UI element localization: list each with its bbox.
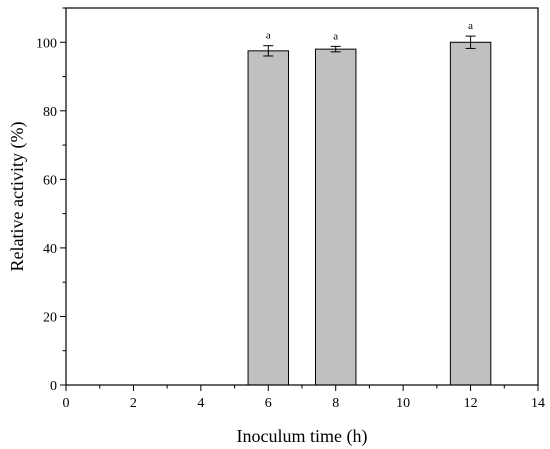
bar-12 (449, 41, 492, 386)
x-tick-label: 6 (265, 396, 272, 411)
bar-label: a (266, 30, 271, 42)
error-bar-8 (330, 45, 341, 53)
x-tick-label: 10 (396, 396, 410, 411)
error-bars-layer (263, 35, 476, 57)
error-bar-12 (465, 35, 476, 49)
x-axis-label: Inoculum time (h) (237, 426, 368, 447)
y-axis-ticks: 0 20 40 60 80 100 (36, 7, 66, 394)
bars-layer (247, 41, 492, 386)
x-tick-label: 14 (531, 396, 545, 411)
bar-label: a (468, 20, 473, 32)
x-tick-label: 4 (197, 396, 204, 411)
x-tick-label: 12 (464, 396, 478, 411)
bar-label: a (333, 30, 338, 42)
y-tick-label: 40 (43, 242, 57, 257)
error-bar-6 (263, 45, 274, 57)
y-tick-label: 0 (50, 379, 57, 394)
bar-labels-layer: a aa (266, 20, 473, 42)
y-tick-label: 80 (43, 105, 57, 120)
bar-6 (247, 50, 290, 386)
y-tick-label: 100 (36, 36, 57, 51)
y-tick-label: 20 (43, 310, 57, 325)
x-tick-label: 2 (130, 396, 137, 411)
y-tick-label: 60 (43, 173, 57, 188)
bar-8 (314, 48, 357, 386)
x-axis-ticks: 0 2 4 6 8 10 12 14 (63, 385, 545, 411)
x-tick-label: 8 (332, 396, 339, 411)
y-axis-label: Relative activity (%) (7, 122, 28, 272)
x-tick-label: 0 (63, 396, 70, 411)
